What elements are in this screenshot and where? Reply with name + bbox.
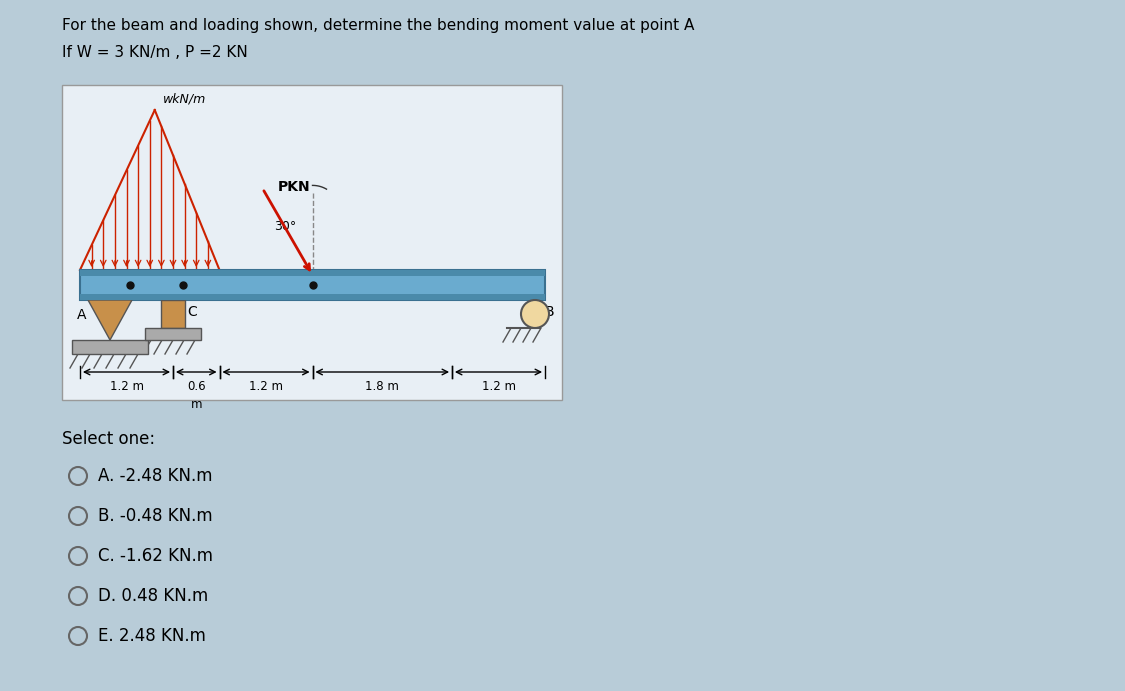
Bar	[80, 294, 544, 300]
Circle shape	[69, 547, 87, 565]
Text: 1.2 m: 1.2 m	[249, 380, 284, 393]
Text: 1.2 m: 1.2 m	[482, 380, 515, 393]
Text: B. -0.48 KN.m: B. -0.48 KN.m	[98, 507, 213, 525]
Circle shape	[69, 627, 87, 645]
Bar	[145, 328, 201, 340]
Bar	[72, 340, 148, 354]
Text: A. -2.48 KN.m: A. -2.48 KN.m	[98, 467, 213, 485]
Text: 1.8 m: 1.8 m	[366, 380, 399, 393]
Circle shape	[69, 507, 87, 525]
Text: 0.6: 0.6	[187, 380, 206, 393]
Text: PKN: PKN	[278, 180, 310, 194]
Text: C. -1.62 KN.m: C. -1.62 KN.m	[98, 547, 213, 565]
Text: 30°: 30°	[274, 220, 297, 233]
Text: Select one:: Select one:	[62, 430, 155, 448]
Bar	[161, 300, 185, 328]
Circle shape	[69, 467, 87, 485]
Polygon shape	[88, 300, 132, 340]
Text: A: A	[78, 308, 87, 322]
Text: m: m	[190, 398, 202, 411]
Text: 1.2 m: 1.2 m	[109, 380, 144, 393]
Text: B: B	[544, 305, 555, 319]
Circle shape	[521, 300, 549, 328]
Text: E. 2.48 KN.m: E. 2.48 KN.m	[98, 627, 206, 645]
Text: If W = 3 KN/m , P =2 KN: If W = 3 KN/m , P =2 KN	[62, 45, 248, 60]
Bar	[62, 85, 562, 400]
Circle shape	[69, 587, 87, 605]
Text: For the beam and loading shown, determine the bending moment value at point A: For the beam and loading shown, determin…	[62, 18, 694, 33]
Bar	[80, 270, 544, 276]
Text: C: C	[187, 305, 197, 319]
Bar	[80, 270, 544, 300]
Text: D. 0.48 KN.m: D. 0.48 KN.m	[98, 587, 208, 605]
Text: wkN/m: wkN/m	[163, 92, 206, 105]
